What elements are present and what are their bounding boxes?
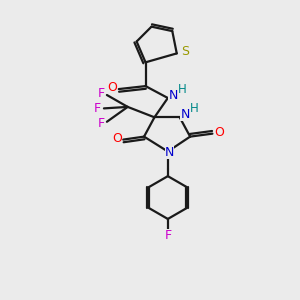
Text: F: F (98, 87, 104, 100)
Text: N: N (165, 146, 174, 160)
Text: H: H (190, 102, 199, 115)
Text: N: N (180, 108, 190, 122)
Text: F: F (164, 230, 171, 242)
Text: F: F (98, 117, 104, 130)
Text: O: O (112, 132, 122, 145)
Text: O: O (107, 81, 117, 94)
Text: H: H (178, 82, 187, 96)
Text: F: F (94, 102, 101, 115)
Text: S: S (181, 45, 189, 58)
Text: O: O (214, 126, 224, 139)
Text: N: N (169, 88, 178, 101)
